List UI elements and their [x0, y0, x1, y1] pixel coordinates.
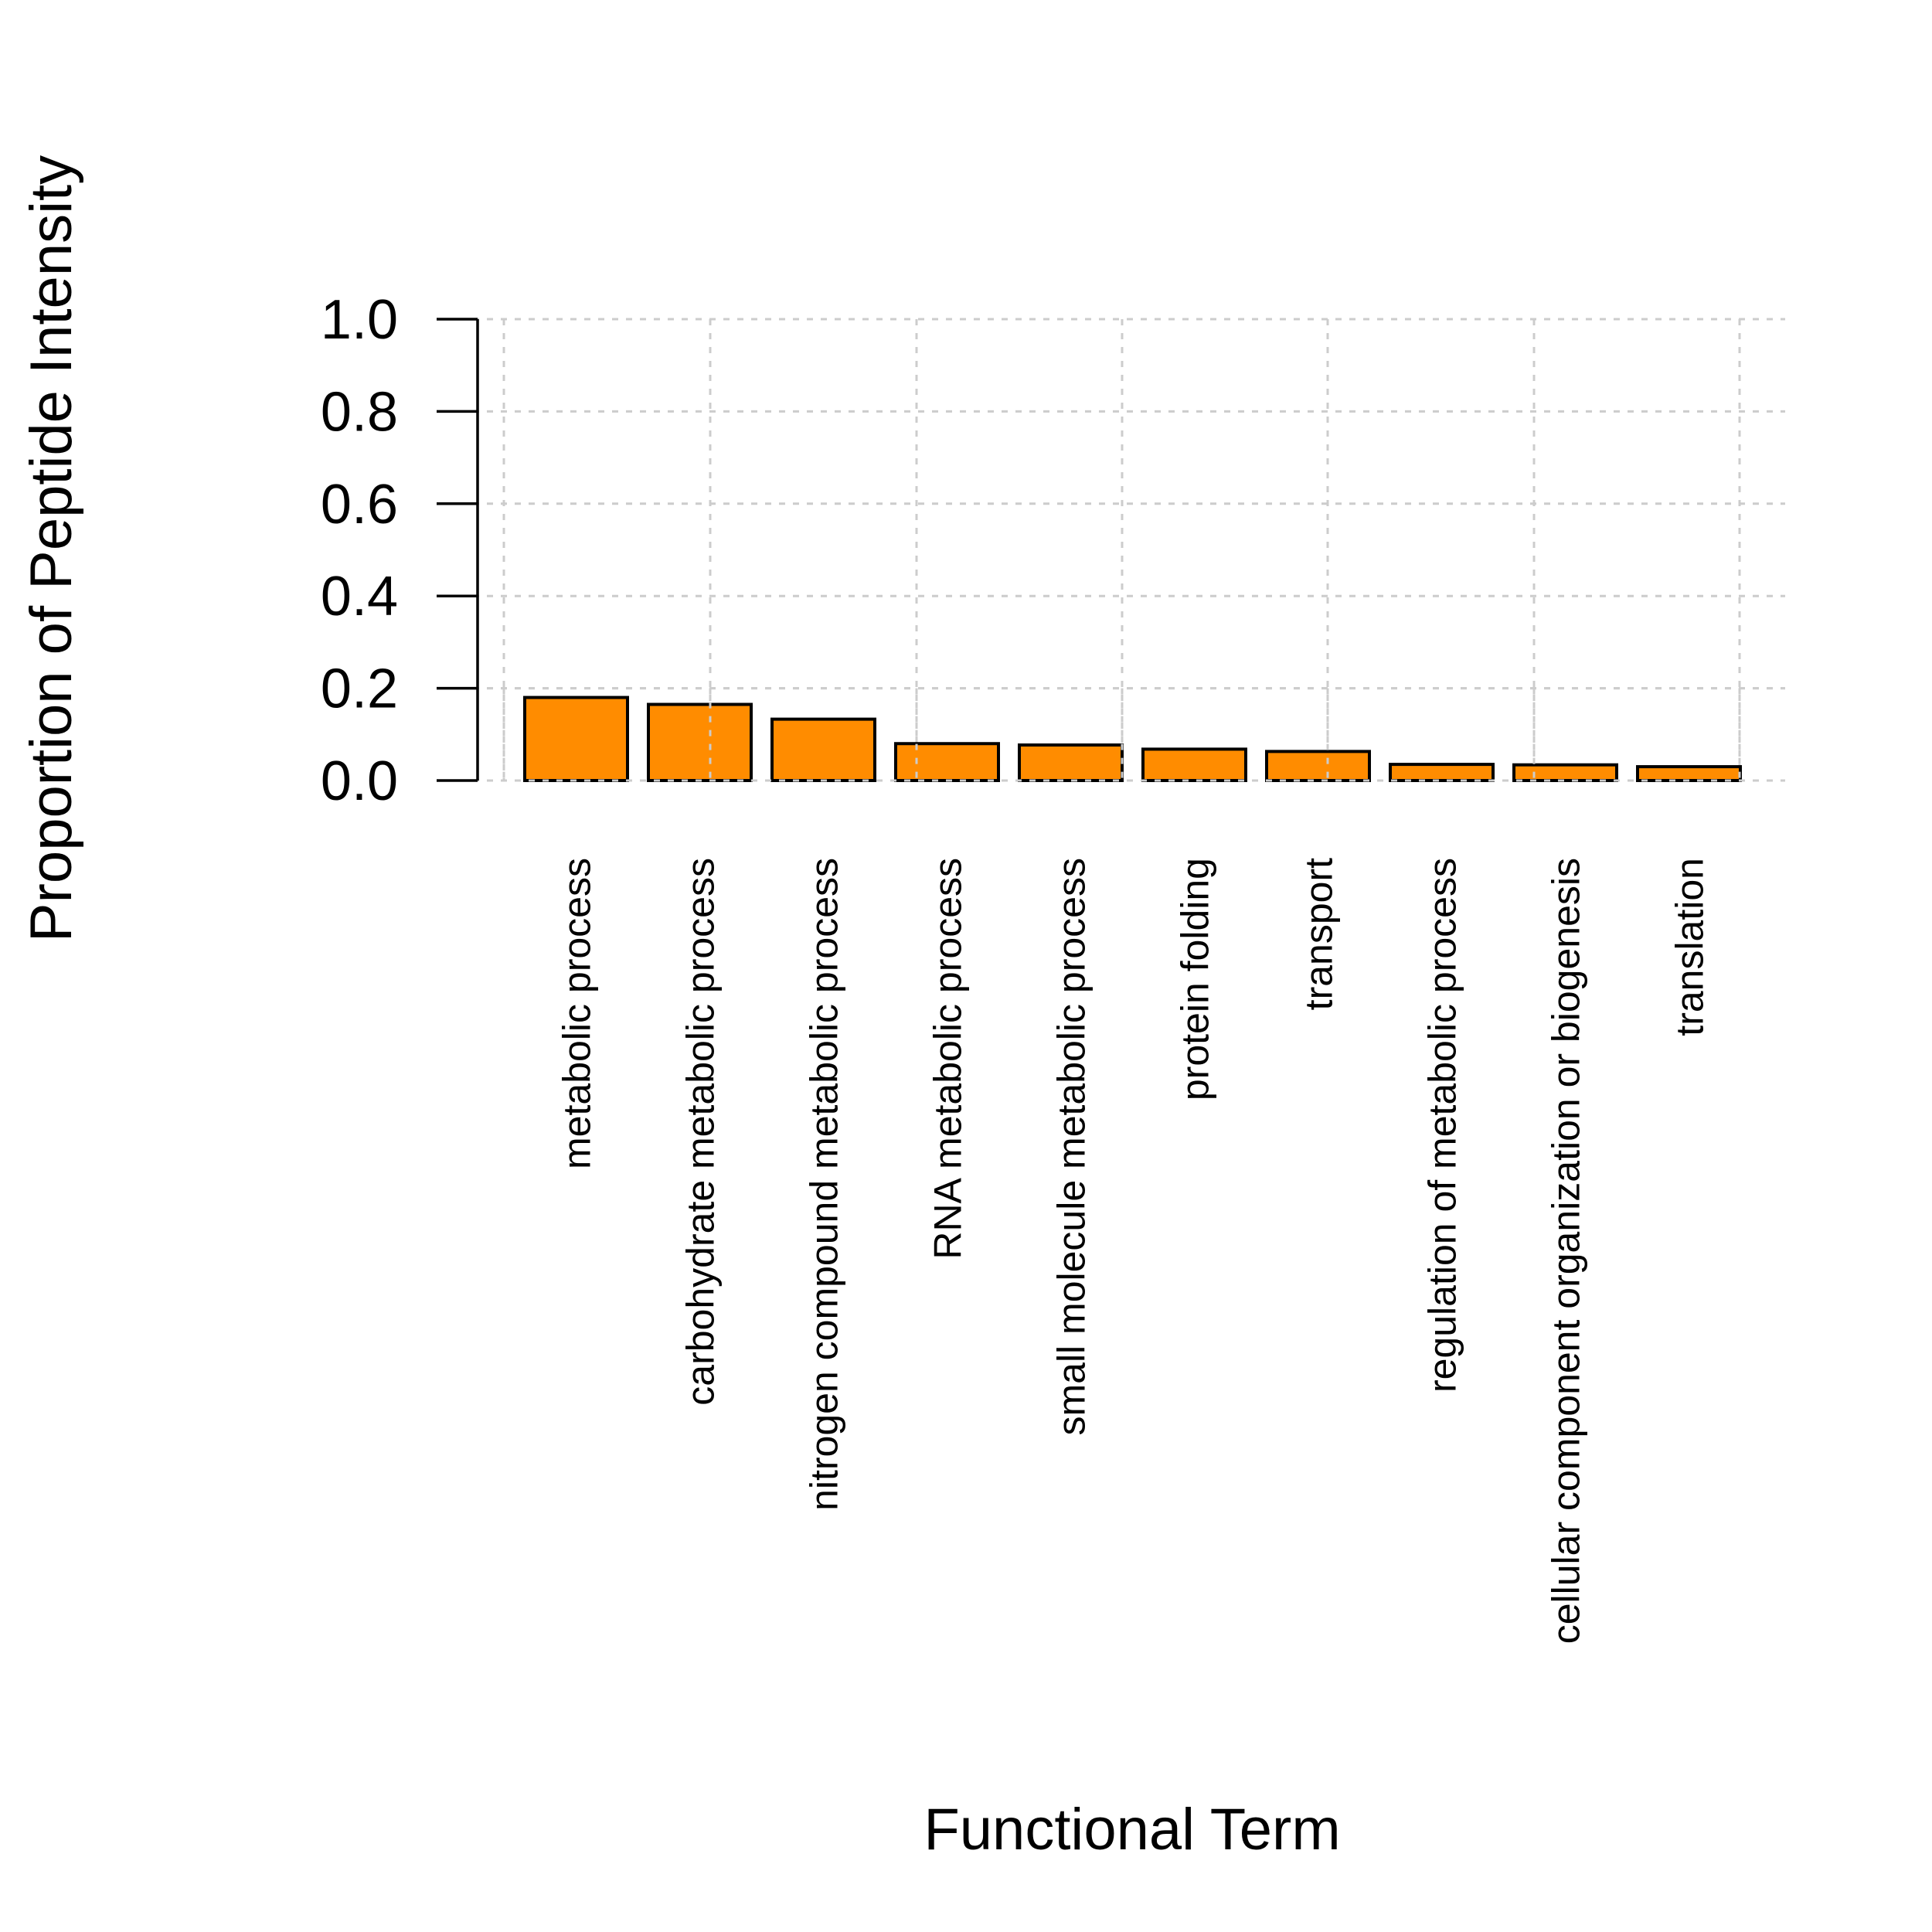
bar-4 — [894, 742, 1000, 782]
x-tick-label: transport — [1298, 858, 1341, 1010]
bar-6 — [1141, 747, 1247, 782]
x-axis-title: Functional Term — [923, 1797, 1340, 1862]
y-tick-label: 0.6 — [321, 474, 398, 536]
bar-7 — [1265, 750, 1371, 782]
bar-5 — [1018, 743, 1124, 783]
bar-9 — [1512, 763, 1618, 783]
y-axis-title: Proportion of Peptide Intensity — [19, 155, 84, 942]
bars — [473, 687, 1785, 783]
y-tick-label: 0.0 — [321, 750, 398, 812]
x-tick-labels: metabolic process carbohydrate metabolic … — [556, 858, 1712, 1644]
y-tick-label: 1.0 — [321, 289, 398, 351]
x-tick-label: small molecule metabolic process — [1050, 858, 1094, 1436]
x-tick-label: regulation of metabolic process — [1421, 858, 1464, 1393]
y-tick-label: 0.2 — [321, 658, 398, 720]
bar-3 — [770, 717, 876, 782]
x-tick-label: carbohydrate metabolic process — [679, 858, 723, 1406]
x-tick-label: cellular component organization or bioge… — [1545, 858, 1588, 1644]
bar-1 — [523, 696, 629, 782]
x-tick-label: nitrogen compound metabolic process — [803, 858, 846, 1511]
bar-8 — [1389, 763, 1495, 782]
x-tick-label: RNA metabolic process — [927, 858, 970, 1260]
x-tick-label: protein folding — [1174, 858, 1217, 1100]
y-axis: 0.0 0.2 0.4 0.6 0.8 1.0 — [321, 289, 479, 812]
x-tick-label: translation — [1668, 858, 1712, 1036]
bar-10 — [1636, 765, 1742, 783]
x-tick-label: metabolic process — [556, 858, 599, 1169]
y-tick-label: 0.4 — [321, 566, 398, 628]
y-tick-label: 0.8 — [321, 381, 398, 443]
bar-2 — [647, 702, 753, 782]
